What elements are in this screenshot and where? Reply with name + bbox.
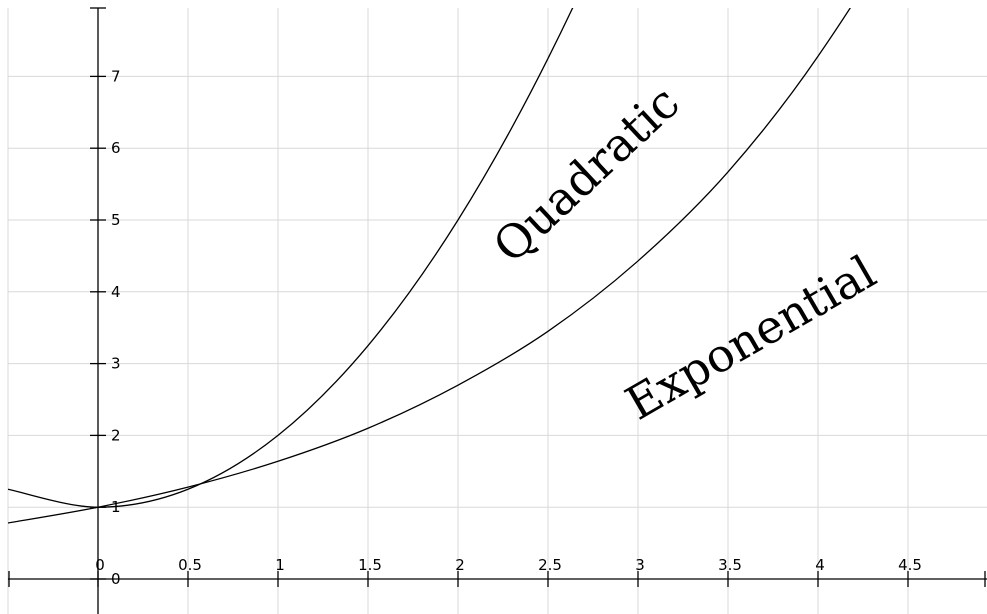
y-tick-label: 5 [111, 211, 121, 229]
x-tick-label: 0 [95, 556, 105, 574]
x-tick-label: 1 [275, 556, 285, 574]
y-tick-label: 1 [111, 498, 121, 516]
x-tick-label: 2.5 [538, 556, 562, 574]
x-tick-label: 4.5 [898, 556, 922, 574]
x-tick-label: 4 [815, 556, 825, 574]
y-tick-label: 0 [111, 570, 121, 588]
exponential-curve [8, 8, 851, 524]
quadratic-label: Quadratic [483, 75, 690, 273]
curves [8, 8, 851, 524]
quadratic-curve [8, 8, 574, 508]
y-tick-label: 2 [111, 426, 121, 444]
axes: 0 0.5 1 1.5 2 2.5 3 3.5 4 4.5 0 1 2 3 4 5 6 7 [8, 7, 987, 614]
x-tick-label: 1.5 [358, 556, 382, 574]
x-tick-label: 3 [635, 556, 645, 574]
y-tick-label: 6 [111, 139, 121, 157]
x-tick-label: 3.5 [718, 556, 742, 574]
y-tick-label: 3 [111, 355, 121, 373]
x-tick-label: 2 [455, 556, 465, 574]
exponential-label: Exponential [617, 245, 885, 431]
x-tick-label: 0.5 [178, 556, 202, 574]
y-tick-label: 7 [111, 67, 121, 85]
y-tick-label: 4 [111, 283, 121, 301]
